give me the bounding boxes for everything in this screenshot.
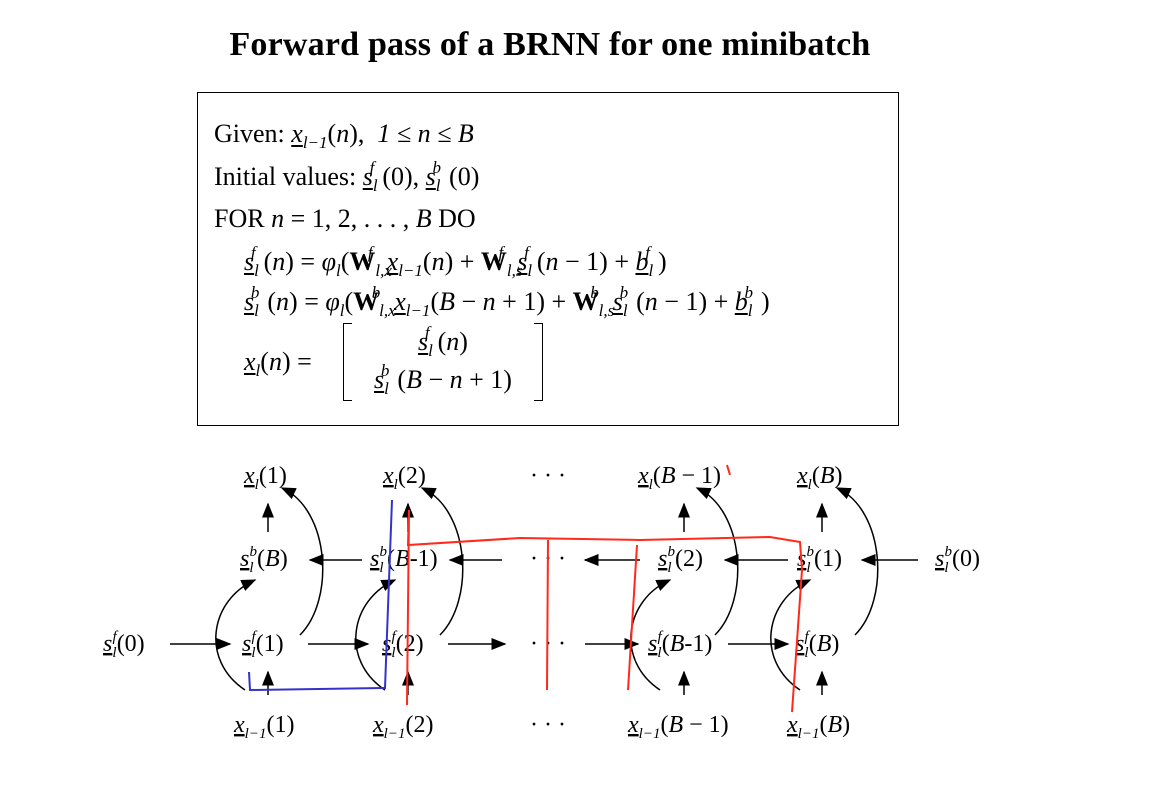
input-node-2: xl−1(2) — [372, 712, 433, 742]
forward-node-B-minus-1: slf(B-1) — [648, 629, 712, 661]
output-vector: slf (n) slb (B − n + 1) — [343, 323, 543, 401]
backward-node-B: slb(B) — [240, 544, 288, 576]
input-row: xl−1(1) xl−1(2) · · · xl−1(B − 1) xl−1(B… — [233, 712, 850, 742]
output-ellipsis: · · · — [530, 463, 566, 489]
backward-state-equation: slb (n) = φl(Wl,xb xl−1(B − n + 1) + Wl,sb… — [244, 283, 770, 321]
output-row: xl(1) xl(2) · · · xl(B − 1) xl(B) — [243, 463, 843, 493]
backward-node-2: slb(2) — [658, 544, 703, 576]
input-node-1: xl−1(1) — [233, 712, 294, 742]
forward-node-0: slf(0) — [103, 629, 145, 661]
for-line: FOR n = 1, 2, . . . , B DO — [214, 204, 476, 233]
given-label: Given: — [214, 119, 285, 148]
forward-node-1: slf(1) — [242, 629, 284, 661]
blue-annotation — [248, 499, 393, 692]
forward-state-equation: slf (n) = φl(Wl,xf xl−1(n) + Wl,sf slf (n − … — [244, 243, 667, 281]
red-annotation — [406, 464, 804, 713]
input-ellipsis: · · · — [530, 712, 566, 738]
algorithm-box: Given: xl−1(n), 1 ≤ n ≤ B Initial values… — [197, 92, 899, 426]
backward-node-0: slb(0) — [935, 544, 980, 576]
forward-node-B: slf(B) — [795, 629, 839, 661]
horizontal-arrows — [170, 554, 918, 650]
output-vector-backward: slb (B − n + 1) — [374, 361, 512, 399]
backward-node-1: slb(1) — [797, 544, 842, 576]
vertical-arrows — [262, 502, 828, 695]
slide-title: Forward pass of a BRNN for one minibatch — [229, 26, 871, 63]
brnn-unrolled-diagram: xl(1) xl(2) · · · xl(B − 1) xl(B) slb(B)… — [103, 463, 980, 742]
given-range: 1 ≤ n ≤ B — [377, 119, 474, 148]
input-node-b-minus-1: xl−1(B − 1) — [627, 712, 729, 742]
initial-label: Initial values: — [214, 162, 357, 191]
output-node-1: xl(1) — [243, 463, 287, 493]
backward-node-B-minus-1: slb(B-1) — [370, 544, 438, 576]
output-equation-lhs: xl(n) = — [244, 347, 312, 381]
forward-node-2: slf(2) — [382, 629, 424, 661]
input-node-b: xl−1(B) — [786, 712, 850, 742]
output-node-b: xl(B) — [796, 463, 843, 493]
output-node-2: xl(2) — [382, 463, 426, 493]
initial-values-line: Initial values: slf (0), slb (0) — [214, 158, 480, 196]
output-node-b-minus-1: xl(B − 1) — [637, 463, 721, 493]
output-vector-forward: slf (n) — [418, 323, 468, 361]
given-line: Given: xl−1(n), 1 ≤ n ≤ B — [214, 119, 474, 153]
forward-state-row: slf(0) slf(1) slf(2) · · · slf(B-1) slf(… — [103, 629, 839, 661]
